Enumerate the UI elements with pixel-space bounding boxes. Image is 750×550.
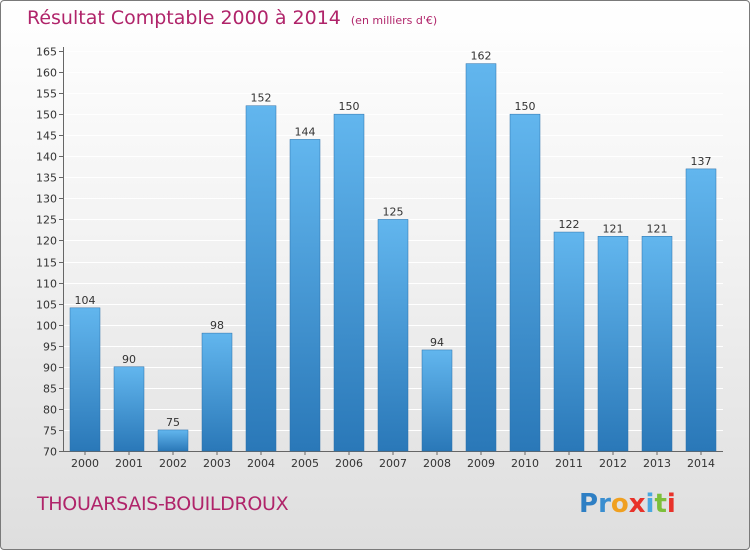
bar-value-label: 90 bbox=[122, 353, 136, 366]
y-tick-label: 105 bbox=[36, 299, 57, 312]
bar-value-label: 122 bbox=[559, 218, 580, 231]
x-tick-label: 2013 bbox=[643, 457, 671, 470]
y-tick-label: 95 bbox=[43, 341, 57, 354]
bar-value-label: 162 bbox=[471, 50, 492, 63]
logo-letter: t bbox=[654, 489, 667, 519]
bar bbox=[333, 113, 365, 452]
x-tick-label: 2008 bbox=[423, 457, 451, 470]
bar bbox=[113, 366, 145, 452]
bar bbox=[465, 63, 497, 452]
bar bbox=[421, 349, 453, 452]
bar-value-label: 144 bbox=[295, 125, 316, 138]
bar bbox=[157, 429, 189, 452]
y-tick-label: 110 bbox=[36, 278, 57, 291]
y-tick-label: 90 bbox=[43, 362, 57, 375]
bar-value-label: 104 bbox=[75, 294, 96, 307]
y-tick-label: 155 bbox=[36, 88, 57, 101]
y-tick-label: 130 bbox=[36, 193, 57, 206]
x-tick-label: 2014 bbox=[687, 457, 715, 470]
chart-unit: (en milliers d'€) bbox=[350, 14, 438, 27]
bar-value-label: 150 bbox=[515, 100, 536, 113]
y-tick-label: 165 bbox=[36, 46, 57, 59]
bar bbox=[69, 307, 101, 452]
x-tick-label: 2010 bbox=[511, 457, 539, 470]
y-tick-label: 100 bbox=[36, 320, 57, 333]
bar bbox=[509, 113, 541, 452]
bar bbox=[553, 231, 585, 452]
chart-title-text: Résultat Comptable 2000 à 2014 bbox=[27, 7, 341, 29]
y-tick-label: 125 bbox=[36, 214, 57, 227]
x-tick-label: 2005 bbox=[291, 457, 319, 470]
x-tick-label: 2011 bbox=[555, 457, 583, 470]
bar bbox=[289, 139, 321, 452]
bar-value-label: 121 bbox=[603, 222, 624, 235]
y-tick-label: 80 bbox=[43, 404, 57, 417]
y-tick-label: 120 bbox=[36, 235, 57, 248]
commune-name: THOUARSAIS-BOUILDROUX bbox=[37, 493, 289, 515]
y-tick-label: 75 bbox=[43, 425, 57, 438]
bar-value-label: 125 bbox=[383, 205, 404, 218]
bar-value-label: 98 bbox=[210, 319, 224, 332]
y-tick-label: 145 bbox=[36, 130, 57, 143]
x-tick-label: 2002 bbox=[159, 457, 187, 470]
bars bbox=[69, 63, 717, 452]
bar-value-label: 137 bbox=[691, 155, 712, 168]
y-tick-label: 115 bbox=[36, 257, 57, 270]
x-tick-label: 2006 bbox=[335, 457, 363, 470]
chart-title: Résultat Comptable 2000 à 2014 (en millie… bbox=[27, 7, 437, 29]
axes bbox=[59, 47, 723, 455]
y-tick-label: 150 bbox=[36, 109, 57, 122]
bar-value-label: 121 bbox=[647, 222, 668, 235]
logo-letter: i bbox=[666, 489, 676, 519]
y-tick-label: 135 bbox=[36, 172, 57, 185]
bar bbox=[641, 236, 673, 452]
x-tick-label: 2012 bbox=[599, 457, 627, 470]
y-tick-label: 160 bbox=[36, 67, 57, 80]
bar bbox=[201, 332, 233, 452]
y-tick-label: 140 bbox=[36, 151, 57, 164]
logo-letter: x bbox=[628, 489, 646, 519]
logo-letter: r bbox=[598, 489, 611, 519]
labels: 70 75 80 85 90 95 100 105 110 115 120 125 130 135 140 1… bbox=[36, 46, 715, 471]
x-tick-label: 2000 bbox=[71, 457, 99, 470]
proxiti-logo[interactable]: Proxiti bbox=[579, 489, 676, 519]
x-tick-label: 2007 bbox=[379, 457, 407, 470]
x-tick-label: 2003 bbox=[203, 457, 231, 470]
logo-letter: i bbox=[645, 489, 655, 519]
y-tick-label: 85 bbox=[43, 383, 57, 396]
bar-value-label: 94 bbox=[430, 336, 444, 349]
bar bbox=[377, 219, 409, 452]
bar bbox=[245, 105, 277, 452]
x-tick-label: 2001 bbox=[115, 457, 143, 470]
bar bbox=[685, 168, 717, 452]
bar-value-label: 75 bbox=[166, 416, 180, 429]
logo-letter: o bbox=[610, 489, 629, 519]
x-tick-label: 2009 bbox=[467, 457, 495, 470]
bar bbox=[597, 236, 629, 452]
bar-value-label: 150 bbox=[339, 100, 360, 113]
bar-value-label: 152 bbox=[251, 92, 272, 105]
y-tick-label: 70 bbox=[43, 446, 57, 459]
x-tick-label: 2004 bbox=[247, 457, 275, 470]
logo-letter: P bbox=[579, 489, 599, 519]
